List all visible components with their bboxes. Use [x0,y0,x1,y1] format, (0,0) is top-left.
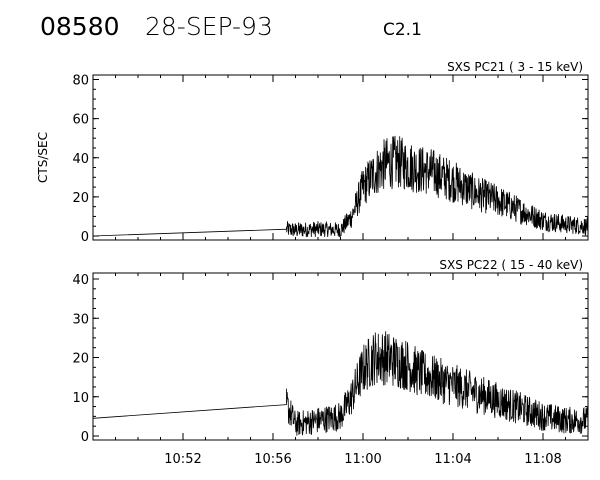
event-id: 08580 [40,12,120,41]
y-tick-label: 20 [72,352,89,367]
panel-pc21: SXS PC21 ( 3 - 15 keV) 0 20 40 60 80 CTS/SEC [36,60,589,245]
y-tick-label: 40 [72,152,89,167]
series-line [92,331,589,436]
y-tick-label: 60 [72,113,89,128]
x-tick-label: 10:56 [254,452,291,467]
flare-class: C2.1 [383,20,422,40]
x-tick-label: 11:00 [344,452,381,467]
y-tick-label: 30 [72,312,89,327]
x-tick-label: 11:04 [434,452,471,467]
series-line [92,135,589,238]
y-tick-label: 10 [72,391,89,406]
y-tick-label: 20 [72,191,89,206]
plot-frame [92,74,589,241]
y-tick-label: 80 [72,74,89,89]
x-tick-label: 11:08 [524,452,561,467]
panel-title: SXS PC21 ( 3 - 15 keV) [447,60,583,74]
x-tick-label: 10:52 [164,452,201,467]
panel-pc22: SXS PC22 ( 15 - 40 keV) 0 10 20 30 40 10:52 10:… [72,258,589,467]
y-tick-label: 0 [81,230,89,245]
y-axis-label: CTS/SEC [36,132,50,183]
y-tick-label: 40 [72,273,89,288]
panel-title: SXS PC22 ( 15 - 40 keV) [439,258,583,272]
y-tick-label: 0 [81,430,89,445]
event-date: 28-SEP-93 [145,12,273,41]
